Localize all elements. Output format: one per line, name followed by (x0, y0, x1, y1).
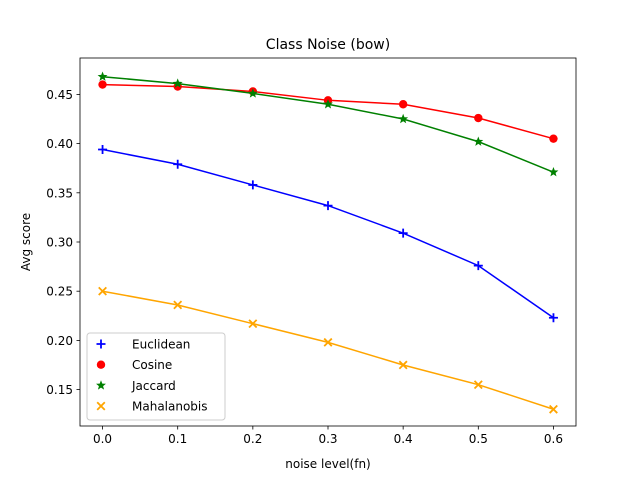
plot-area (97, 71, 559, 414)
data-point-euclidean-5 (473, 261, 483, 271)
y-tick-label-3: 0.30 (46, 236, 73, 250)
y-tick-label-2: 0.25 (46, 285, 73, 299)
data-point-jaccard-0 (97, 71, 108, 81)
legend: Euclidean Cosine Jaccard Mahalanobis (86, 332, 226, 421)
y-tick-label-5: 0.40 (46, 137, 73, 151)
data-point-jaccard-2 (247, 88, 258, 98)
x-tick-label-4: 0.4 (394, 432, 413, 446)
x-tick-label-2: 0.2 (243, 432, 262, 446)
data-point-mahalanobis-2 (248, 319, 258, 329)
legend-box (86, 332, 226, 421)
data-point-euclidean-0 (98, 145, 108, 155)
x-tick-label-5: 0.5 (469, 432, 488, 446)
y-tick-label-6: 0.45 (46, 88, 73, 102)
x-tick-label-0: 0.0 (93, 432, 112, 446)
data-point-euclidean-2 (248, 180, 258, 190)
data-point-jaccard-3 (323, 99, 333, 109)
axes: 0.0 0.1 0.2 0.3 0.4 0.5 0.6 0.15 0.20 0.25 0.30 0.3… (46, 57, 577, 446)
data-point-euclidean-3 (323, 201, 333, 211)
legend-marker-cosine (96, 360, 106, 369)
data-point-cosine-4 (398, 100, 408, 109)
series-line-jaccard (102, 75, 554, 173)
legend-marker-euclidean (96, 339, 106, 349)
y-axis-label: Avg score (19, 213, 33, 271)
data-point-jaccard-5 (473, 136, 484, 146)
x-tick-label-6: 0.6 (544, 432, 563, 446)
legend-marker-mahalanobis (96, 401, 106, 411)
x-tick-label-1: 0.1 (168, 432, 187, 446)
data-point-euclidean-6 (548, 313, 558, 323)
data-point-mahalanobis-5 (473, 380, 483, 390)
legend-label-euclidean: Euclidean (132, 338, 190, 352)
legend-label-mahalanobis: Mahalanobis (132, 400, 208, 414)
y-tick-label-1: 0.20 (46, 334, 73, 348)
data-point-euclidean-4 (398, 228, 408, 238)
data-point-jaccard-4 (398, 113, 409, 124)
data-point-mahalanobis-6 (549, 404, 558, 414)
series-line-cosine (102, 83, 554, 140)
data-point-jaccard-6 (548, 166, 559, 177)
x-axis-label: noise level(fn) (285, 457, 370, 471)
data-point-mahalanobis-1 (173, 300, 183, 310)
data-point-mahalanobis-0 (98, 286, 107, 296)
y-tick-label-0: 0.15 (46, 383, 73, 397)
legend-label-jaccard: Jaccard (131, 379, 176, 393)
data-point-mahalanobis-4 (398, 360, 408, 370)
data-point-mahalanobis-3 (323, 337, 333, 347)
y-tick-label-4: 0.35 (46, 186, 73, 200)
data-point-cosine-0 (98, 80, 107, 89)
data-point-cosine-6 (549, 134, 558, 143)
legend-label-cosine: Cosine (132, 358, 172, 372)
data-point-jaccard-1 (172, 78, 183, 88)
data-point-euclidean-1 (173, 159, 183, 169)
data-point-cosine-5 (474, 113, 483, 123)
series-line-euclidean (102, 148, 554, 319)
legend-marker-jaccard (96, 380, 106, 390)
chart-title: Class Noise (bow) (266, 37, 390, 53)
x-tick-label-3: 0.3 (318, 432, 337, 446)
